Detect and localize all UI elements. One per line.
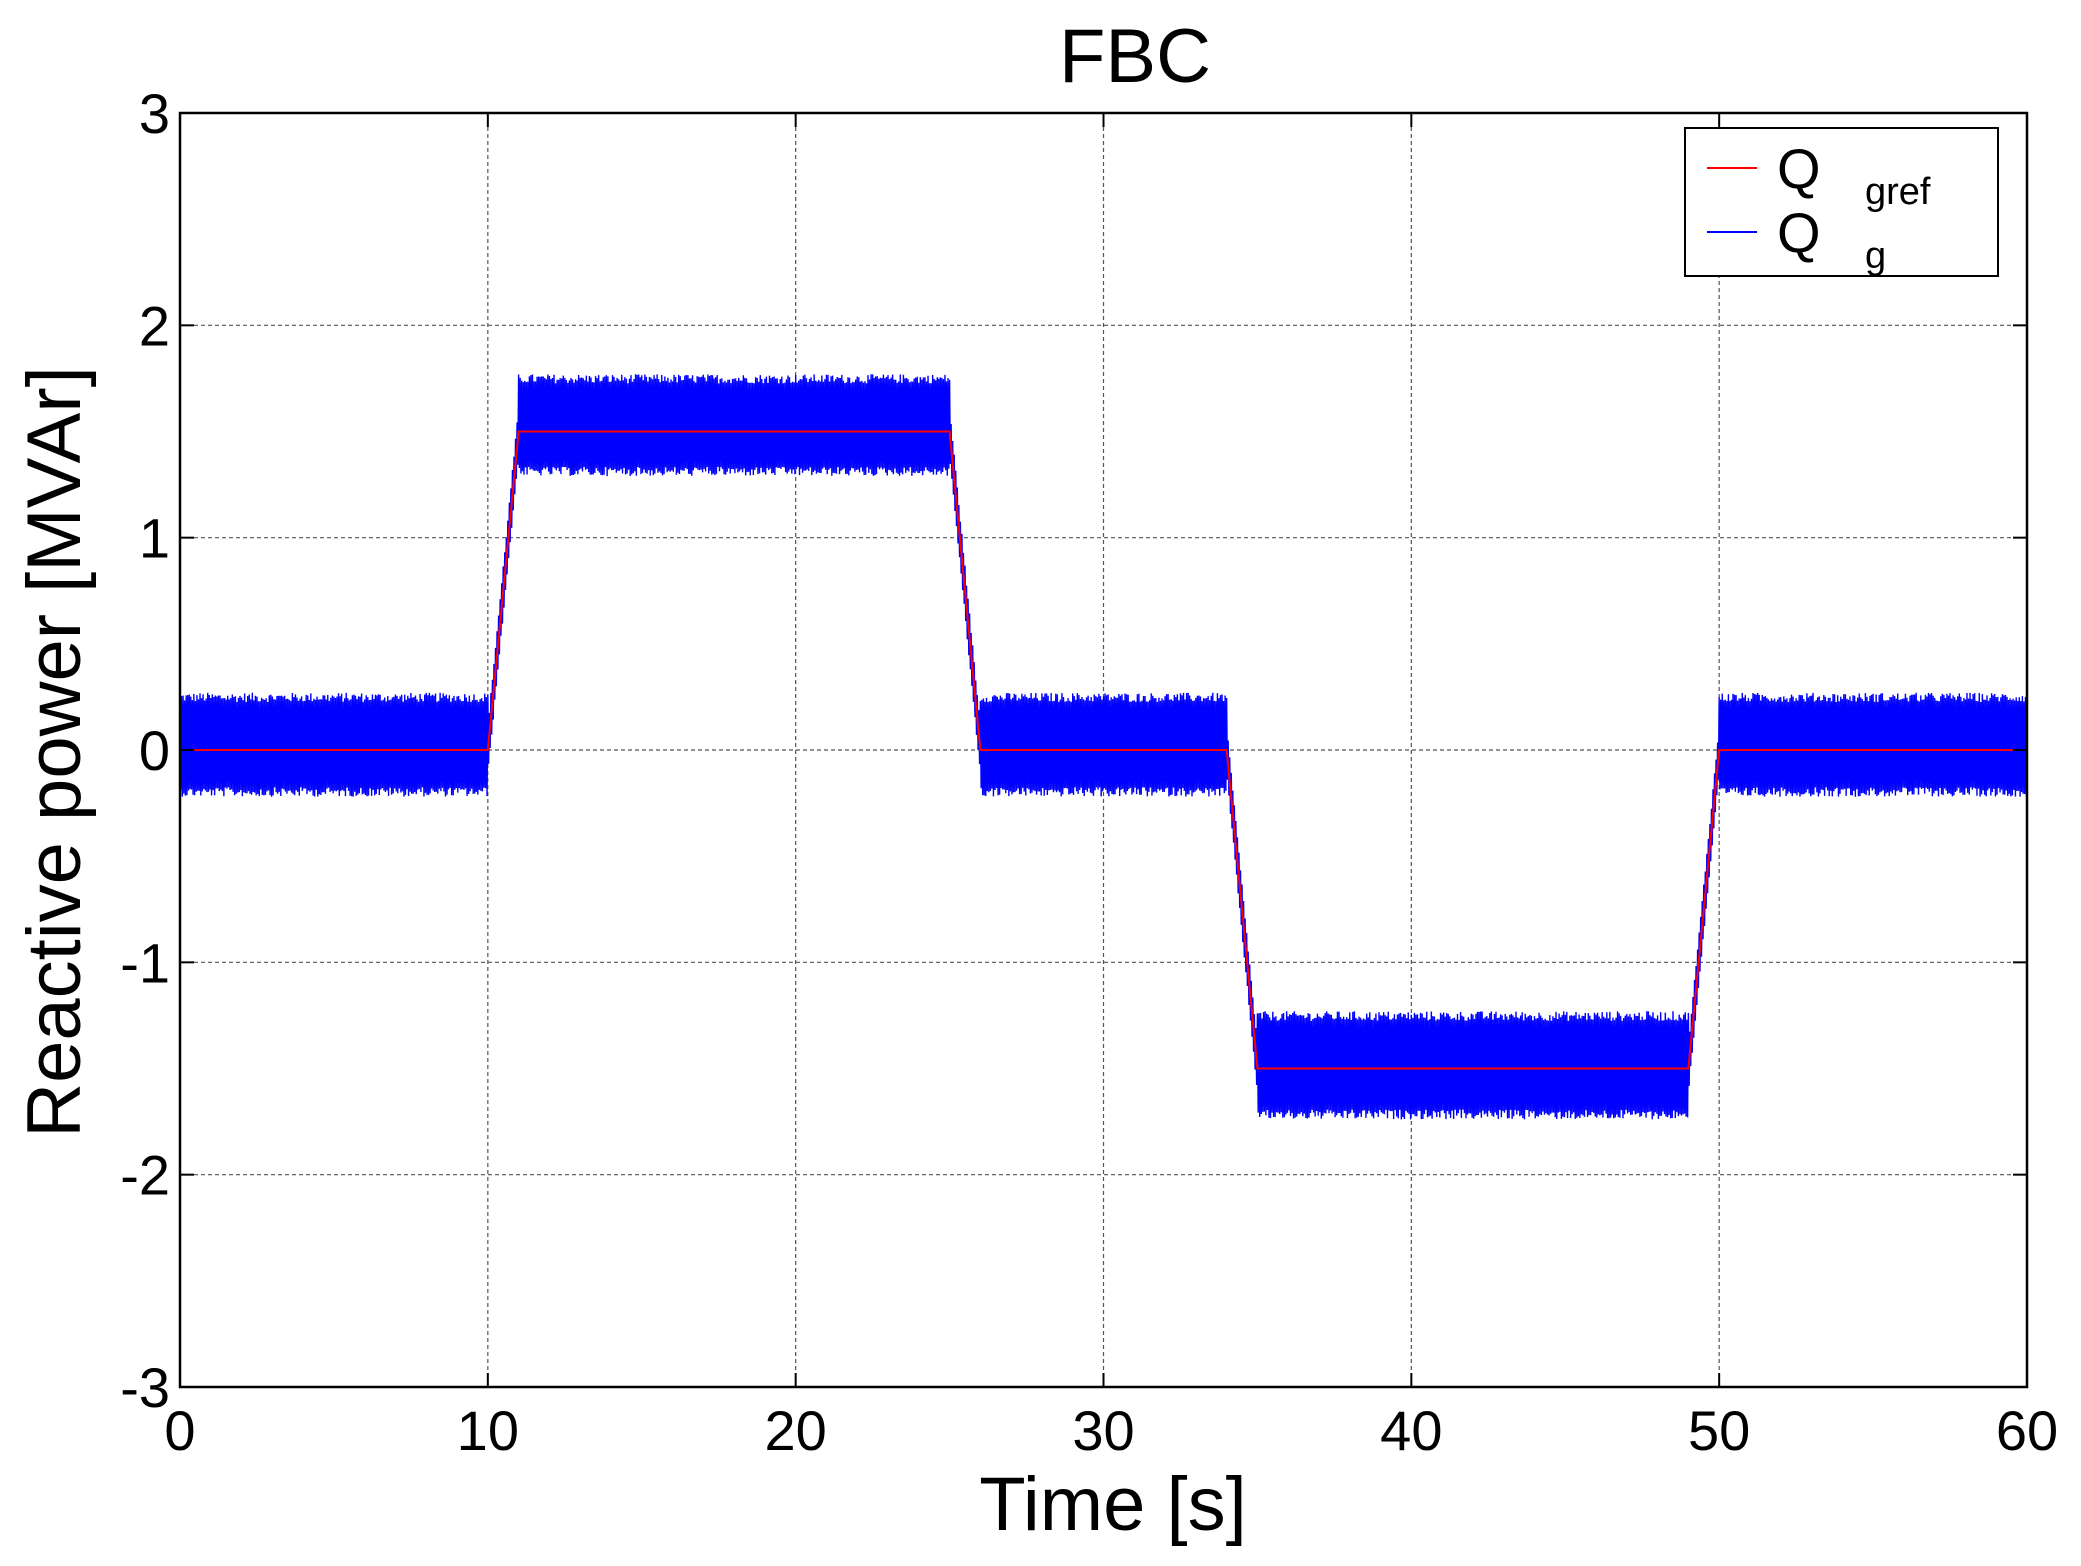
y-tick-label: 3 <box>139 82 170 145</box>
y-tick-label: 1 <box>139 507 170 570</box>
x-tick-label: 0 <box>164 1399 195 1462</box>
legend-sublabel: g <box>1865 235 1886 277</box>
y-tick-label: -2 <box>120 1144 170 1207</box>
y-tick-label: -3 <box>120 1356 170 1419</box>
y-axis-label: Reactive power [MVAr] <box>12 366 97 1138</box>
x-tick-label: 60 <box>1996 1399 2058 1462</box>
series-line-qg <box>179 374 2028 1120</box>
ticks: 0 10 20 30 40 50 60 -3 -2 -1 0 1 2 3 <box>120 82 2058 1462</box>
y-tick-label: 0 <box>139 719 170 782</box>
y-tick-label: 2 <box>139 294 170 357</box>
legend-label: Q <box>1777 201 1821 264</box>
x-axis-label: Time [s] <box>979 1462 1246 1547</box>
x-tick-label: 10 <box>457 1399 519 1462</box>
chart-title: FBC <box>1059 14 1211 99</box>
y-tick-label: -1 <box>120 931 170 994</box>
legend-sublabel: gref <box>1865 171 1931 213</box>
x-tick-label: 50 <box>1688 1399 1750 1462</box>
legend-label: Q <box>1777 137 1821 200</box>
x-tick-label: 20 <box>765 1399 827 1462</box>
legend-box <box>1684 127 1999 277</box>
x-tick-label: 30 <box>1072 1399 1134 1462</box>
series-line-qgref <box>180 430 2027 1070</box>
x-tick-label: 40 <box>1380 1399 1442 1462</box>
